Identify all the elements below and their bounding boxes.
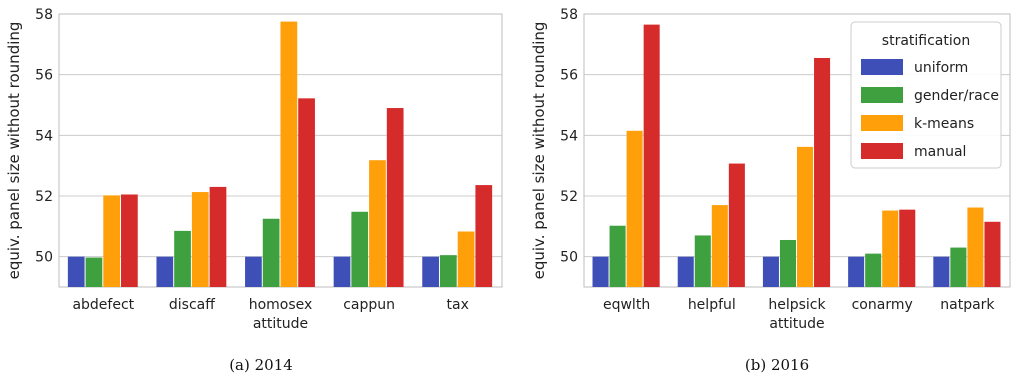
- bar-gender-race: [780, 240, 796, 287]
- bar-uniform: [422, 257, 439, 287]
- legend-label: manual: [914, 144, 966, 160]
- bar-manual: [814, 58, 830, 287]
- bar-uniform: [334, 257, 351, 287]
- bar-k-means: [192, 192, 209, 287]
- panel-2014: 50 52 54 56 58 abdefect discaff homosex attitude…: [5, 7, 502, 374]
- bar-k-means: [458, 231, 475, 287]
- x-tick-label: attitude: [769, 316, 824, 332]
- bar-gender-race: [351, 212, 368, 287]
- bar-gender-race: [174, 231, 191, 287]
- y-tick-label: 50: [35, 250, 53, 266]
- y-tick-label: 50: [560, 250, 578, 266]
- legend-label: k-means: [914, 116, 974, 132]
- legend: stratification uniform gender/race k-means m…: [851, 22, 1001, 168]
- x-tick-label: abdefect: [72, 297, 134, 313]
- y-tick-label: 54: [35, 128, 53, 144]
- panel-caption: (b) 2016: [745, 356, 809, 374]
- bar-k-means: [967, 208, 983, 287]
- bar-manual: [899, 210, 915, 287]
- bar-uniform: [763, 257, 779, 287]
- bar-uniform: [933, 257, 949, 287]
- bar-manual: [729, 164, 745, 287]
- bar-gender-race: [610, 226, 626, 287]
- y-axis-label: equiv. panel size without rounding: [5, 22, 23, 280]
- x-tick-label: cappun: [343, 297, 395, 313]
- bar-manual: [121, 194, 138, 287]
- bar-k-means: [627, 131, 643, 287]
- bar-k-means: [797, 147, 813, 287]
- x-tick-label: eqwlth: [603, 297, 650, 313]
- y-tick-label: 54: [560, 128, 578, 144]
- bar-gender-race: [695, 235, 711, 287]
- bar-gender-race: [950, 248, 966, 287]
- x-tick-label: helpful: [688, 297, 736, 313]
- bar-uniform: [678, 257, 694, 287]
- bar-k-means: [712, 205, 728, 287]
- legend-label: gender/race: [914, 88, 999, 104]
- bar-gender-race: [86, 258, 103, 287]
- bar-uniform: [593, 257, 609, 287]
- legend-swatch: [861, 115, 903, 131]
- legend-swatch: [861, 59, 903, 75]
- x-tick-label: attitude: [253, 316, 308, 332]
- y-tick-label: 56: [35, 68, 53, 84]
- y-tick-label: 58: [35, 7, 53, 23]
- bar-uniform: [848, 257, 864, 287]
- x-tick-label: tax: [447, 297, 469, 313]
- x-tick-label: natpark: [940, 297, 995, 313]
- y-tick-label: 52: [35, 189, 53, 205]
- bar-manual: [475, 185, 492, 287]
- bar-k-means: [103, 195, 120, 287]
- x-tick-label: helpsick: [768, 297, 826, 313]
- bar-k-means: [369, 160, 386, 287]
- bar-manual: [210, 187, 227, 287]
- bar-gender-race: [263, 219, 280, 287]
- panel-caption: (a) 2014: [229, 356, 293, 374]
- x-tick-label: conarmy: [852, 297, 913, 313]
- legend-swatch: [861, 87, 903, 103]
- bar-uniform: [245, 257, 262, 287]
- bar-gender-race: [865, 254, 881, 287]
- bar-uniform: [156, 257, 173, 287]
- y-tick-label: 58: [560, 7, 578, 23]
- bar-manual: [984, 222, 1000, 287]
- legend-title: stratification: [882, 33, 970, 49]
- y-axis-label: equiv. panel size without rounding: [530, 22, 548, 280]
- bar-k-means: [281, 22, 298, 287]
- bar-gender-race: [440, 255, 457, 287]
- legend-swatch: [861, 143, 903, 159]
- bar-manual: [298, 98, 315, 287]
- bar-manual: [387, 108, 404, 287]
- x-tick-label: discaff: [169, 297, 215, 313]
- legend-label: uniform: [914, 60, 968, 76]
- bar-uniform: [68, 257, 85, 287]
- bar-manual: [644, 25, 660, 287]
- x-tick-label: homosex: [249, 297, 313, 313]
- y-tick-label: 56: [560, 68, 578, 84]
- y-tick-label: 52: [560, 189, 578, 205]
- bar-k-means: [882, 211, 898, 287]
